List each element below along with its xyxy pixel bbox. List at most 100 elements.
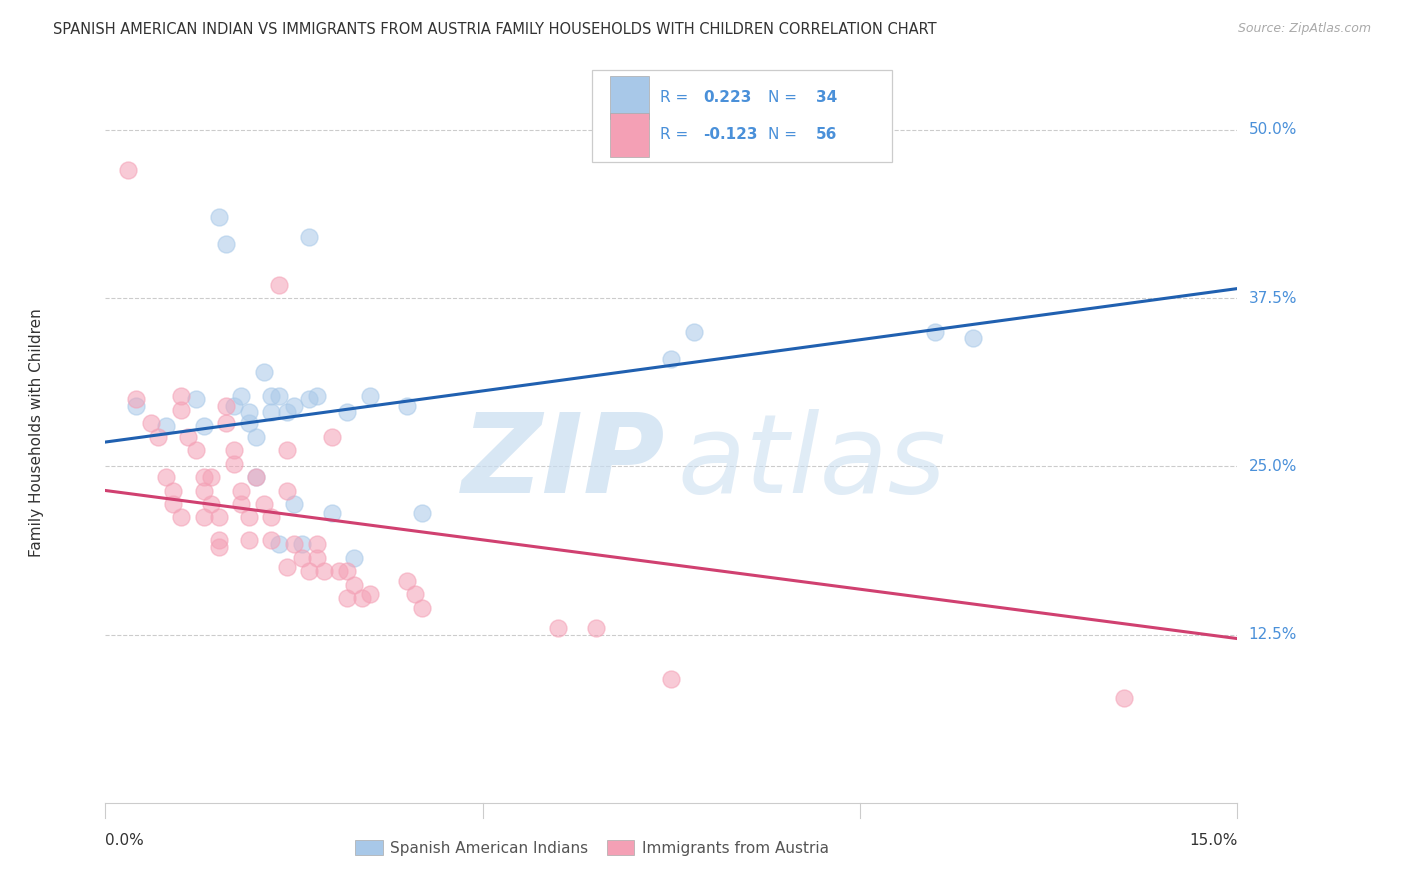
Text: 0.0%: 0.0% <box>105 833 145 848</box>
FancyBboxPatch shape <box>610 76 648 120</box>
Point <box>231 497 253 511</box>
Legend: Spanish American Indians, Immigrants from Austria: Spanish American Indians, Immigrants fro… <box>349 834 835 862</box>
Point <box>411 600 433 615</box>
Point <box>661 672 683 686</box>
Text: 15.0%: 15.0% <box>1189 833 1237 848</box>
Point <box>336 591 359 606</box>
Point <box>177 430 200 444</box>
Point <box>350 591 373 606</box>
Point <box>396 574 419 588</box>
Point <box>585 621 607 635</box>
Point <box>193 510 215 524</box>
Point <box>155 418 177 433</box>
Text: 34: 34 <box>817 90 838 105</box>
Point <box>314 564 336 578</box>
Point <box>305 550 328 565</box>
Point <box>162 483 184 498</box>
Point <box>222 399 245 413</box>
Point <box>321 507 343 521</box>
Point <box>276 483 298 498</box>
Point <box>231 389 253 403</box>
Text: 50.0%: 50.0% <box>1249 122 1296 137</box>
Text: 37.5%: 37.5% <box>1249 291 1296 305</box>
Text: atlas: atlas <box>678 409 946 516</box>
Point <box>184 392 207 406</box>
Point <box>396 399 419 413</box>
Point <box>298 392 321 406</box>
Point <box>305 537 328 551</box>
Point <box>215 416 238 430</box>
Point <box>343 550 366 565</box>
Text: 56: 56 <box>817 128 838 143</box>
Text: ZIP: ZIP <box>463 409 665 516</box>
Point <box>148 430 170 444</box>
FancyBboxPatch shape <box>610 113 648 157</box>
Point <box>276 405 298 419</box>
Point <box>411 507 433 521</box>
Point <box>283 497 305 511</box>
Point <box>328 564 350 578</box>
Point <box>238 416 260 430</box>
Point <box>193 470 215 484</box>
Text: SPANISH AMERICAN INDIAN VS IMMIGRANTS FROM AUSTRIA FAMILY HOUSEHOLDS WITH CHILDR: SPANISH AMERICAN INDIAN VS IMMIGRANTS FR… <box>53 22 936 37</box>
Point <box>222 443 245 458</box>
Text: -0.123: -0.123 <box>703 128 758 143</box>
Point <box>321 430 343 444</box>
Point <box>215 399 238 413</box>
Point <box>124 392 146 406</box>
Point <box>193 418 215 433</box>
Point <box>267 537 290 551</box>
Point <box>253 365 276 379</box>
Point <box>283 399 305 413</box>
Point <box>193 483 215 498</box>
Point <box>924 325 946 339</box>
Point <box>170 402 193 417</box>
Text: 12.5%: 12.5% <box>1249 627 1296 642</box>
Point <box>200 470 222 484</box>
Text: Family Households with Children: Family Households with Children <box>28 309 44 557</box>
Point <box>291 537 314 551</box>
Point <box>343 578 366 592</box>
Point <box>200 497 222 511</box>
Point <box>208 510 231 524</box>
Point <box>260 405 283 419</box>
Point <box>162 497 184 511</box>
Point <box>245 430 267 444</box>
Point <box>283 537 305 551</box>
Point <box>117 163 139 178</box>
Point <box>298 564 321 578</box>
Point <box>267 277 290 292</box>
Point <box>124 399 146 413</box>
Text: R =: R = <box>659 128 693 143</box>
Text: N =: N = <box>768 90 801 105</box>
Point <box>359 587 381 601</box>
Point <box>336 564 359 578</box>
Point <box>139 416 162 430</box>
Text: Source: ZipAtlas.com: Source: ZipAtlas.com <box>1237 22 1371 36</box>
Point <box>245 470 267 484</box>
Point <box>359 389 381 403</box>
Point <box>305 389 328 403</box>
Point <box>291 550 314 565</box>
Point <box>245 470 267 484</box>
Point <box>238 510 260 524</box>
Point <box>231 483 253 498</box>
Text: R =: R = <box>659 90 693 105</box>
Point <box>298 230 321 244</box>
Point <box>260 533 283 548</box>
Point <box>155 470 177 484</box>
Point <box>222 457 245 471</box>
Point <box>260 389 283 403</box>
Point <box>336 405 359 419</box>
Point <box>276 560 298 574</box>
Point <box>962 331 984 345</box>
Point <box>238 405 260 419</box>
Point <box>208 533 231 548</box>
Point <box>276 443 298 458</box>
Point <box>260 510 283 524</box>
Text: 25.0%: 25.0% <box>1249 458 1296 474</box>
Point <box>404 587 426 601</box>
Text: N =: N = <box>768 128 801 143</box>
Point <box>547 621 569 635</box>
Point <box>683 325 706 339</box>
